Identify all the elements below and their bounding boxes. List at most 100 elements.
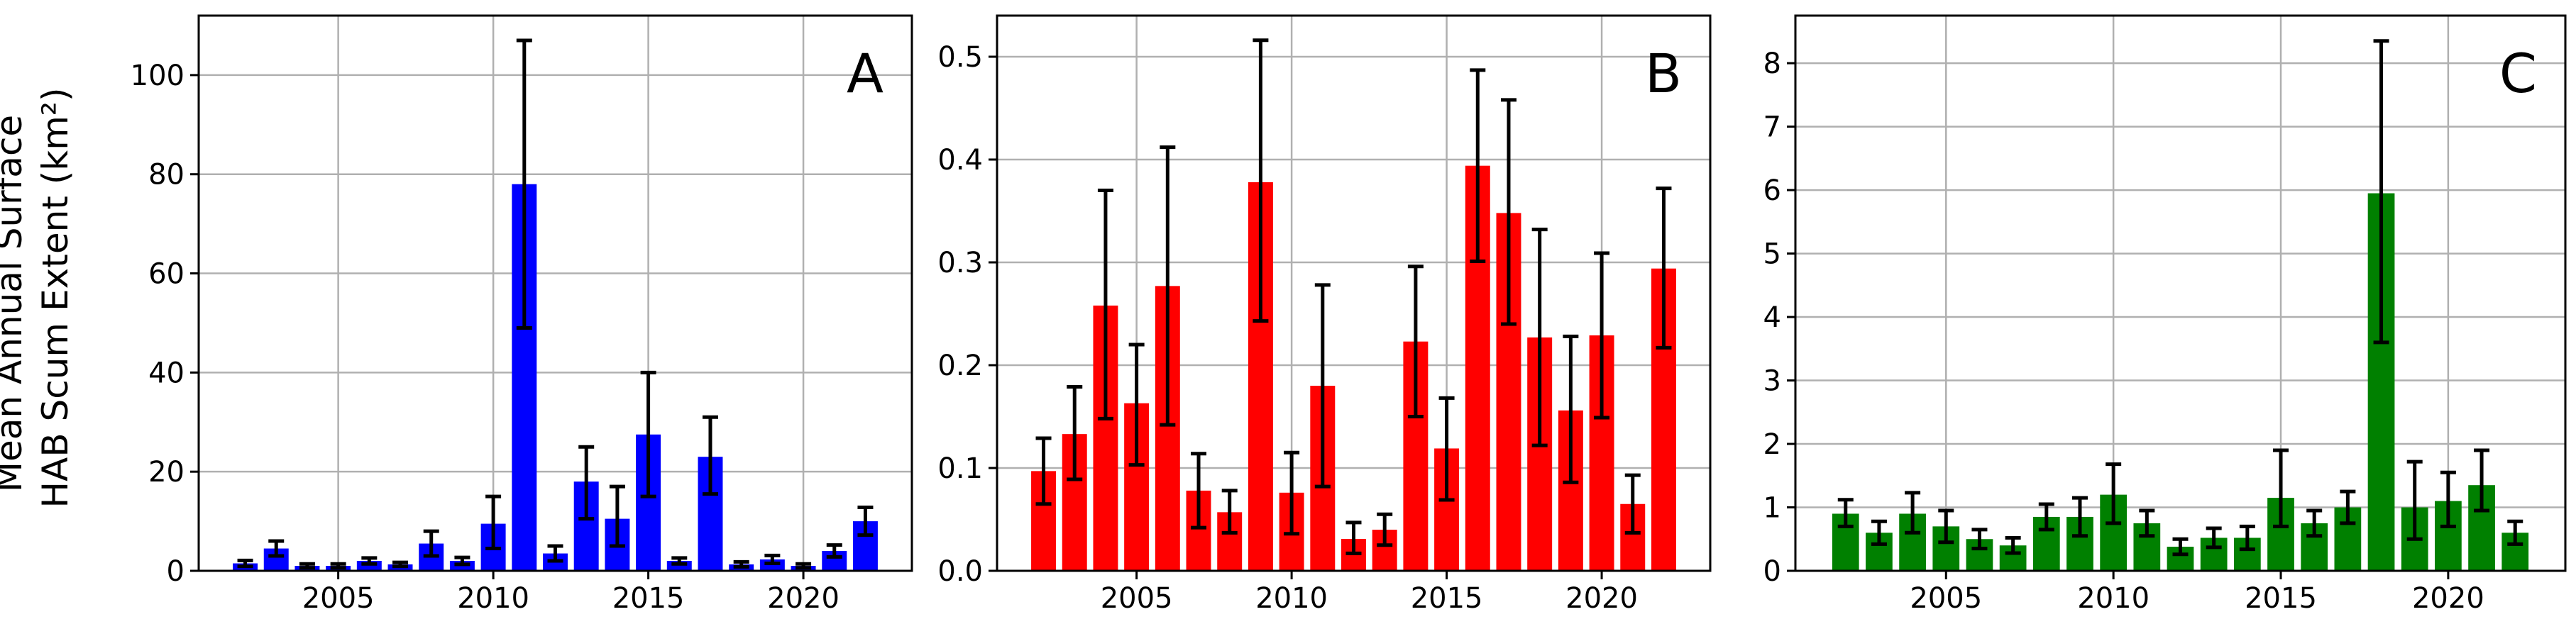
error-bar-2022 <box>1656 186 1672 350</box>
error-bar-2016 <box>1470 68 1486 264</box>
error-bar-2007 <box>1191 452 1207 530</box>
error-bar-2012 <box>547 544 563 563</box>
error-bar-2021 <box>1624 473 1641 535</box>
y-tick-label: 0.4 <box>937 144 983 177</box>
error-bar-2005 <box>1128 342 1145 467</box>
x-tick-label: 2010 <box>2077 582 2150 615</box>
error-bar-2019 <box>764 553 781 566</box>
y-tick-label: 0 <box>167 555 185 588</box>
error-bar-2013 <box>578 445 595 521</box>
x-tick-label: 2020 <box>1565 582 1638 615</box>
error-bar-2007 <box>392 560 409 569</box>
y-tick-label: 0.2 <box>937 350 983 382</box>
error-bar-2010 <box>485 494 502 551</box>
error-bar-2021 <box>826 543 842 559</box>
y-axis-label-line-2: HAB Scum Extent (km²) <box>35 88 76 508</box>
axes-frame <box>1794 14 2567 572</box>
error-bar-2012 <box>2172 537 2189 557</box>
error-bar-2003 <box>1871 519 1887 546</box>
y-tick-label: 7 <box>1763 111 1781 144</box>
error-bar-2017 <box>702 415 718 496</box>
error-bar-2004 <box>1905 491 1921 535</box>
y-tick-label: 100 <box>131 60 185 92</box>
error-bar-2016 <box>2306 508 2323 538</box>
error-bar-2009 <box>2071 496 2088 538</box>
error-bar-2017 <box>2340 489 2356 525</box>
error-bar-2019 <box>2406 459 2423 541</box>
error-bar-2018 <box>1531 228 1548 447</box>
error-bar-2003 <box>268 539 285 558</box>
error-bar-2008 <box>423 529 439 558</box>
y-tick-label: 0.0 <box>937 555 983 588</box>
y-tick-label: 6 <box>1763 174 1781 207</box>
x-tick-label: 2010 <box>1255 582 1328 615</box>
error-bar-2020 <box>2440 470 2456 528</box>
x-tick-label: 2005 <box>1910 582 1982 615</box>
error-bar-2018 <box>733 559 749 569</box>
error-bar-2006 <box>1160 145 1176 427</box>
error-bar-2015 <box>2273 448 2289 528</box>
error-bar-2020 <box>796 562 812 570</box>
chart-panel-a: 2005 2010 2015 2020 0 20 40 60 80 100 A <box>131 14 913 615</box>
error-bar-2021 <box>2474 448 2490 513</box>
error-bar-2011 <box>2139 508 2155 538</box>
chart-panel-b: 2005 2010 2015 2020 0.0 0.1 0.2 0.3 0.4 0.5 B <box>937 14 1712 615</box>
y-tick-label: 3 <box>1763 365 1781 398</box>
error-bar-2010 <box>1284 450 1300 536</box>
error-bar-2018 <box>2373 39 2389 345</box>
y-tick-label: 0 <box>1763 555 1781 588</box>
y-tick-label: 0.3 <box>937 247 983 279</box>
error-bar-2009 <box>454 555 470 567</box>
error-bar-2002 <box>1035 436 1052 506</box>
y-tick-label: 0.5 <box>937 41 983 74</box>
error-bar-2022 <box>2507 519 2523 546</box>
chart-panel-c: 2005 2010 2015 2020 0 1 2 3 4 5 6 7 8 C <box>1763 14 2567 615</box>
error-bar-2016 <box>671 556 688 566</box>
error-bar-2014 <box>609 484 625 548</box>
error-bar-2009 <box>1253 38 1269 323</box>
error-bar-2020 <box>1594 251 1610 420</box>
error-bar-2017 <box>1500 98 1517 326</box>
error-bar-2013 <box>1377 512 1393 547</box>
y-tick-label: 0.1 <box>937 452 983 485</box>
y-tick-label: 8 <box>1763 48 1781 80</box>
x-tick-label: 2015 <box>1411 582 1483 615</box>
y-tick-label: 5 <box>1763 238 1781 271</box>
error-bar-2007 <box>2005 535 2021 555</box>
y-tick-label: 4 <box>1763 301 1781 334</box>
error-bar-2019 <box>1563 334 1579 484</box>
x-tick-label: 2020 <box>767 582 840 615</box>
error-bar-2006 <box>1971 528 1988 551</box>
y-axis-label-line-1: Mean Annual Surface <box>0 115 30 492</box>
y-tick-label: 2 <box>1763 428 1781 461</box>
y-tick-label: 1 <box>1763 492 1781 525</box>
error-bar-2014 <box>2239 524 2255 552</box>
y-tick-label: 20 <box>148 456 185 489</box>
x-tick-label: 2005 <box>1101 582 1173 615</box>
error-bar-2010 <box>2106 462 2122 525</box>
error-bar-2004 <box>1097 189 1113 420</box>
error-bar-2008 <box>2038 502 2054 532</box>
y-tick-label: 80 <box>148 159 185 191</box>
panel-label-c: C <box>2499 42 2537 105</box>
error-bar-2013 <box>2206 526 2222 550</box>
error-bar-2012 <box>1345 520 1362 555</box>
error-bar-2003 <box>1067 384 1083 481</box>
y-tick-label: 60 <box>148 258 185 291</box>
error-bar-2008 <box>1221 489 1238 535</box>
x-tick-label: 2010 <box>457 582 529 615</box>
x-tick-label: 2005 <box>302 582 375 615</box>
error-bar-2002 <box>237 558 253 569</box>
error-bar-2005 <box>330 562 346 570</box>
error-bar-2011 <box>516 38 532 330</box>
error-bar-2022 <box>857 506 874 537</box>
x-tick-label: 2020 <box>2412 582 2484 615</box>
x-tick-label: 2015 <box>612 582 685 615</box>
error-bar-2014 <box>1407 264 1424 418</box>
y-axis-label: Mean Annual Surface HAB Scum Extent (km²… <box>0 88 76 508</box>
error-bar-2005 <box>1938 508 1954 545</box>
y-tick-label: 40 <box>148 357 185 389</box>
error-bar-2011 <box>1314 283 1331 489</box>
